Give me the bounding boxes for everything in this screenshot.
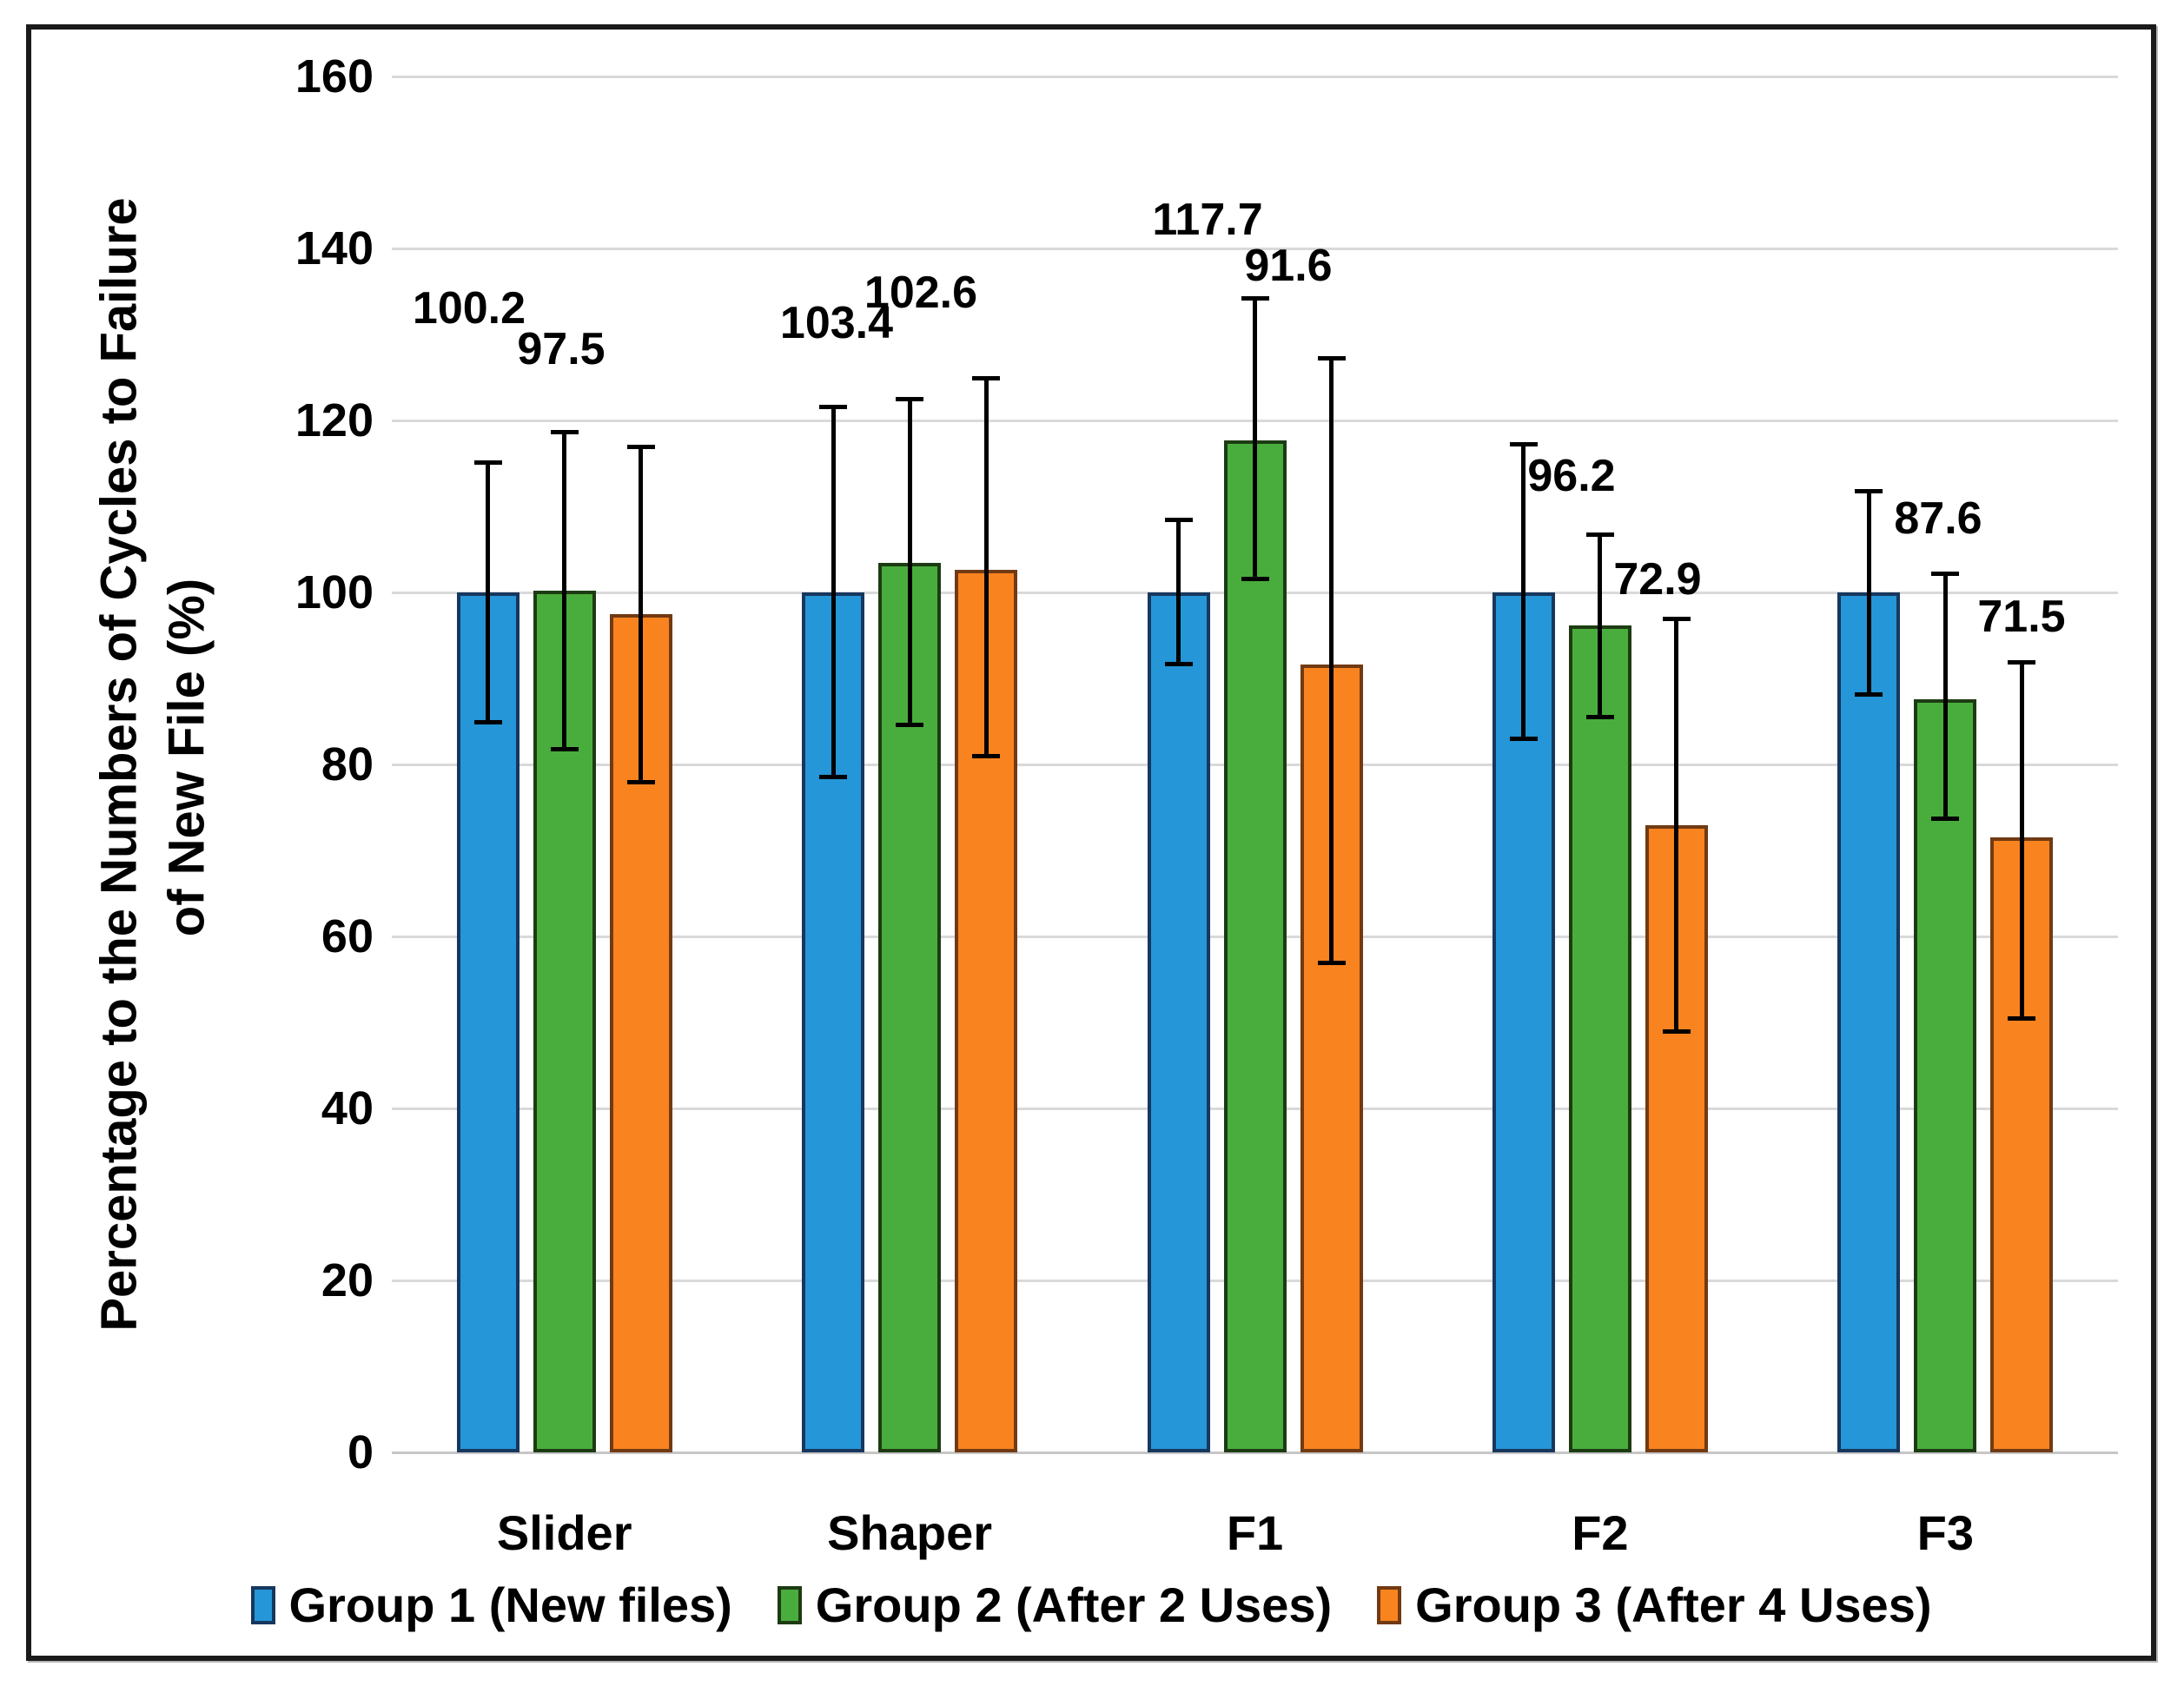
error-bar-line (1674, 618, 1679, 1031)
error-bar-cap-bottom (550, 747, 579, 752)
gridline-140 (392, 247, 2118, 250)
error-bar-cap-top (1585, 532, 1614, 537)
error-bar-cap-bottom (1509, 737, 1538, 742)
error-bar-cap-top (626, 444, 655, 449)
error-bar-line (2019, 662, 2024, 1019)
error-bar-cap-top (1855, 489, 1883, 494)
chart-legend: Group 1 (New files) Group 2 (After 2 Uses… (31, 1571, 2151, 1640)
y-tick-label-160: 160 (295, 50, 374, 103)
error-bar-cap-bottom (1931, 817, 1960, 822)
error-bar-cap-bottom (1855, 691, 1883, 697)
y-tick-label-20: 20 (321, 1254, 374, 1306)
legend-item-group2: Group 2 (After 2 Uses) (777, 1575, 1333, 1636)
error-bar-line (1521, 443, 1526, 739)
data-label-96.2: 96.2 (1527, 451, 1616, 502)
y-tick-label-0: 0 (347, 1426, 374, 1478)
y-axis-title-line2: of New File (%) (158, 578, 215, 937)
error-bar-cap-top (1509, 441, 1538, 446)
bar-group3-f2 (1645, 825, 1708, 1452)
legend-marker-group2-icon (777, 1586, 802, 1624)
legend-item-group3: Group 3 (After 4 Uses) (1377, 1575, 1931, 1636)
y-tick-label-100: 100 (295, 566, 374, 618)
error-bar-cap-top (1317, 355, 1346, 360)
error-bar-cap-bottom (1662, 1028, 1691, 1034)
error-bar-line (486, 461, 491, 722)
bar-group2-f2 (1568, 625, 1631, 1452)
legend-label: Group 3 (After 4 Uses) (1415, 1577, 1932, 1632)
legend-label: Group 1 (New files) (288, 1577, 732, 1632)
error-bar-line (907, 399, 912, 725)
error-bar-line (1598, 533, 1603, 717)
error-bar-cap-top (1662, 616, 1691, 621)
error-bar-cap-bottom (473, 719, 502, 724)
error-bar-line (983, 377, 989, 757)
error-bar-cap-top (1241, 296, 1269, 301)
error-bar-cap-top (819, 405, 848, 410)
data-label-102.6: 102.6 (864, 268, 978, 319)
x-category-label-f2: F2 (1572, 1505, 1629, 1560)
error-bar-line (1253, 298, 1257, 579)
x-category-label-f3: F3 (1916, 1505, 1974, 1560)
error-bar-cap-top (1164, 517, 1193, 522)
data-label-91.6: 91.6 (1244, 240, 1333, 291)
bar-group2-f1 (1223, 440, 1287, 1452)
y-tick-label-140: 140 (295, 222, 374, 274)
data-label-103.4: 103.4 (779, 298, 894, 349)
error-bar-cap-bottom (972, 754, 1001, 759)
bar-group1-f1 (1147, 592, 1210, 1452)
bar-group1-f3 (1837, 592, 1901, 1452)
legend-label: Group 2 (After 2 Uses) (815, 1577, 1333, 1632)
y-tick-label-120: 120 (295, 394, 374, 446)
legend-marker-group1-icon (250, 1586, 275, 1624)
error-bar-cap-top (2008, 660, 2036, 665)
error-bar-cap-bottom (1317, 960, 1346, 965)
error-bar-cap-bottom (626, 779, 655, 784)
legend-item-group1: Group 1 (New files) (250, 1575, 732, 1636)
error-bar-line (1942, 573, 1948, 819)
bar-group3-f3 (1990, 837, 2054, 1452)
x-category-label-slider: Slider (496, 1505, 632, 1560)
y-tick-label-40: 40 (321, 1082, 374, 1134)
error-bar-line (1176, 519, 1181, 665)
error-bar-line (639, 446, 644, 782)
data-label-72.9: 72.9 (1613, 554, 1702, 605)
x-category-label-shaper: Shaper (827, 1505, 993, 1560)
y-axis-title-line1: Percentage to the Numbers of Cycles to F… (90, 197, 148, 1332)
data-label-87.6: 87.6 (1894, 493, 1982, 544)
error-bar-line (1329, 357, 1334, 962)
data-label-97.5: 97.5 (517, 323, 606, 374)
error-bar-cap-top (1931, 572, 1960, 577)
error-bar-cap-top (550, 429, 579, 434)
y-tick-label-60: 60 (321, 910, 374, 962)
error-bar-cap-top (896, 397, 924, 402)
bar-group2-slider (533, 591, 596, 1452)
error-bar-cap-bottom (1585, 714, 1614, 719)
error-bar-line (831, 407, 836, 777)
legend-marker-group3-icon (1377, 1586, 1402, 1624)
bar-group2-f3 (1914, 698, 1977, 1452)
error-bar-cap-bottom (819, 774, 848, 779)
y-tick-label-80: 80 (321, 738, 374, 790)
data-label-100.2: 100.2 (412, 283, 526, 334)
error-bar-cap-top (473, 460, 502, 465)
error-bar-cap-bottom (1164, 662, 1193, 667)
error-bar-line (1866, 491, 1871, 694)
gridline-160 (392, 75, 2118, 78)
error-bar-cap-top (972, 375, 1001, 380)
chart-frame (26, 24, 2156, 1661)
x-axis-line (392, 1452, 2118, 1454)
data-label-71.5: 71.5 (1977, 591, 2066, 642)
data-label-117.7: 117.7 (1152, 195, 1263, 246)
error-bar-line (562, 431, 567, 750)
error-bar-cap-bottom (896, 723, 924, 728)
error-bar-cap-bottom (2008, 1016, 2036, 1022)
error-bar-cap-bottom (1241, 577, 1269, 582)
x-category-label-f1: F1 (1226, 1505, 1284, 1560)
